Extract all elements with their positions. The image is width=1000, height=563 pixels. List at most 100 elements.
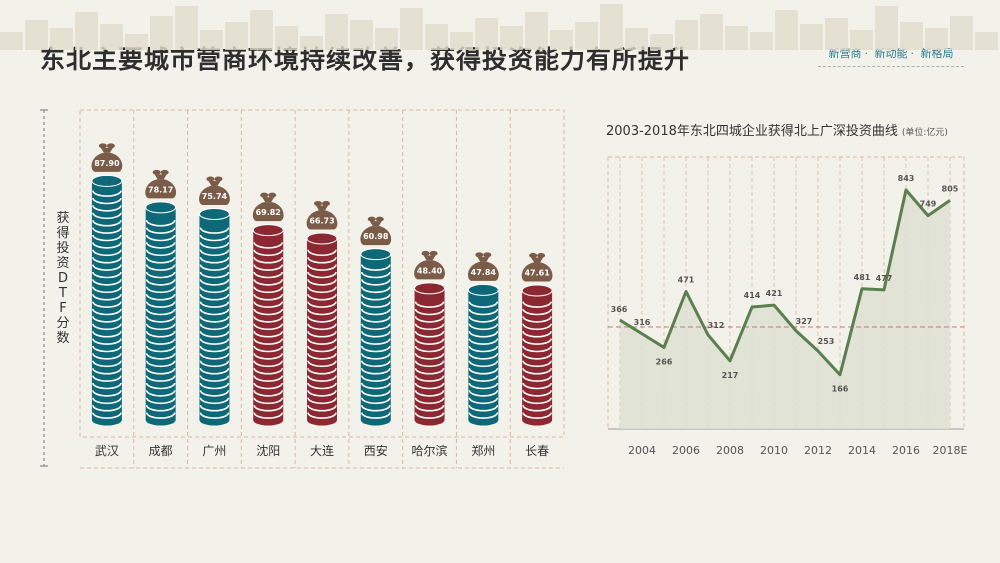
money-bag-neck [100, 147, 113, 153]
line-value-label: 481 [854, 273, 871, 282]
coin-edge [145, 220, 176, 227]
coin-edge [145, 345, 176, 353]
coin-edge [414, 375, 445, 382]
coin-edge [253, 249, 284, 257]
coin-edge [92, 316, 122, 323]
bar-value-label: 69.82 [256, 208, 281, 217]
coin-edge [360, 405, 391, 412]
coin-edge [199, 294, 230, 301]
money-bag-tie [322, 200, 330, 206]
coin-edge [414, 345, 445, 353]
coin-edge [92, 249, 122, 257]
skyline-building [600, 4, 623, 50]
skyline-building [775, 10, 798, 50]
coin-edge [468, 382, 499, 390]
coin-edge [145, 301, 176, 308]
coin-edge [92, 397, 122, 405]
coin-edge [145, 286, 176, 294]
money-bag-icon [91, 152, 123, 172]
line-chart-title-text: 2003-2018年东北四城企业获得北上广深投资曲线 [606, 124, 898, 139]
coin-edge [253, 375, 284, 382]
coin-edge [307, 353, 337, 360]
coin-edge [199, 375, 230, 382]
coin-edge [307, 308, 337, 316]
coin-edge [307, 257, 337, 264]
coin-edge [145, 368, 176, 375]
coin-stack-body [468, 289, 499, 420]
coin-edge [253, 382, 284, 390]
coin-edge [92, 412, 122, 419]
coin-edge [145, 316, 176, 323]
coin-edge [92, 234, 122, 242]
money-bag-icon [521, 262, 553, 282]
coin-edge [468, 397, 499, 405]
line-value-label: 316 [634, 318, 651, 327]
money-bag-tie [152, 169, 161, 175]
coin-edge [307, 331, 337, 338]
coin-edge [360, 338, 391, 345]
bar-category-label: 哈尔滨 [412, 443, 448, 458]
coin-edge [414, 338, 445, 345]
coin-stack-bar: 69.82 [252, 192, 284, 426]
coin-edge [360, 294, 391, 301]
coin-edge [199, 323, 230, 331]
money-bag-tie [106, 143, 115, 149]
money-bag-tie [483, 252, 492, 258]
coin-edge [92, 375, 122, 382]
coin-edge [468, 405, 499, 412]
coin-edge [92, 279, 122, 286]
money-bag-neck [316, 205, 328, 211]
coin-edge [253, 242, 284, 249]
coin-edge [522, 301, 552, 308]
coin-edge [92, 294, 122, 301]
skyline-building [250, 10, 273, 50]
coin-edge [307, 301, 337, 308]
coin-edge [145, 257, 176, 264]
coin-edge [414, 331, 445, 338]
coin-edge [360, 382, 391, 390]
coin-edge [307, 405, 337, 412]
x-tick-label: 2004 [628, 444, 656, 457]
coin-stack-top [467, 283, 499, 296]
coin-edge [360, 316, 391, 323]
coin-edge [360, 353, 391, 360]
coin-edge [199, 301, 230, 308]
coin-edge [92, 301, 122, 308]
line-value-label: 805 [942, 184, 959, 193]
coin-edge [253, 316, 284, 323]
skyline-building [800, 24, 823, 50]
coin-edge [414, 360, 445, 368]
coin-edge [199, 249, 230, 257]
x-tick-label: 2018E [933, 444, 968, 457]
money-bag-tie [260, 192, 269, 198]
coin-edge [522, 397, 552, 405]
coin-edge [307, 412, 337, 419]
skyline-building [475, 18, 498, 50]
skyline-building [200, 30, 223, 50]
coin-edge [360, 331, 391, 338]
skyline-building [500, 26, 523, 50]
line-value-label: 217 [722, 371, 739, 380]
coin-edge [199, 227, 230, 234]
bar-category-label: 武汉 [95, 444, 119, 458]
coin-edge [307, 375, 337, 382]
bar-category-label: 长春 [525, 444, 549, 458]
coin-edge [468, 301, 499, 308]
coin-edge [92, 264, 122, 271]
line-chart-title: 2003-2018年东北四城企业获得北上广深投资曲线 (单位:亿元) [606, 120, 948, 139]
coin-edge [468, 338, 499, 345]
coin-edge [92, 338, 122, 345]
coin-edge [360, 360, 391, 368]
coin-stack-top [91, 174, 123, 187]
money-bag-neck [154, 174, 167, 180]
coin-edge [92, 242, 122, 249]
coin-edge [468, 308, 499, 316]
skyline-building [325, 14, 348, 50]
coin-edge [253, 308, 284, 316]
coin-edge [522, 382, 552, 390]
coin-edge [414, 405, 445, 412]
skyline-building [850, 30, 873, 50]
coin-edge [145, 405, 176, 412]
skyline-building [150, 16, 173, 50]
coin-edge [145, 271, 176, 279]
